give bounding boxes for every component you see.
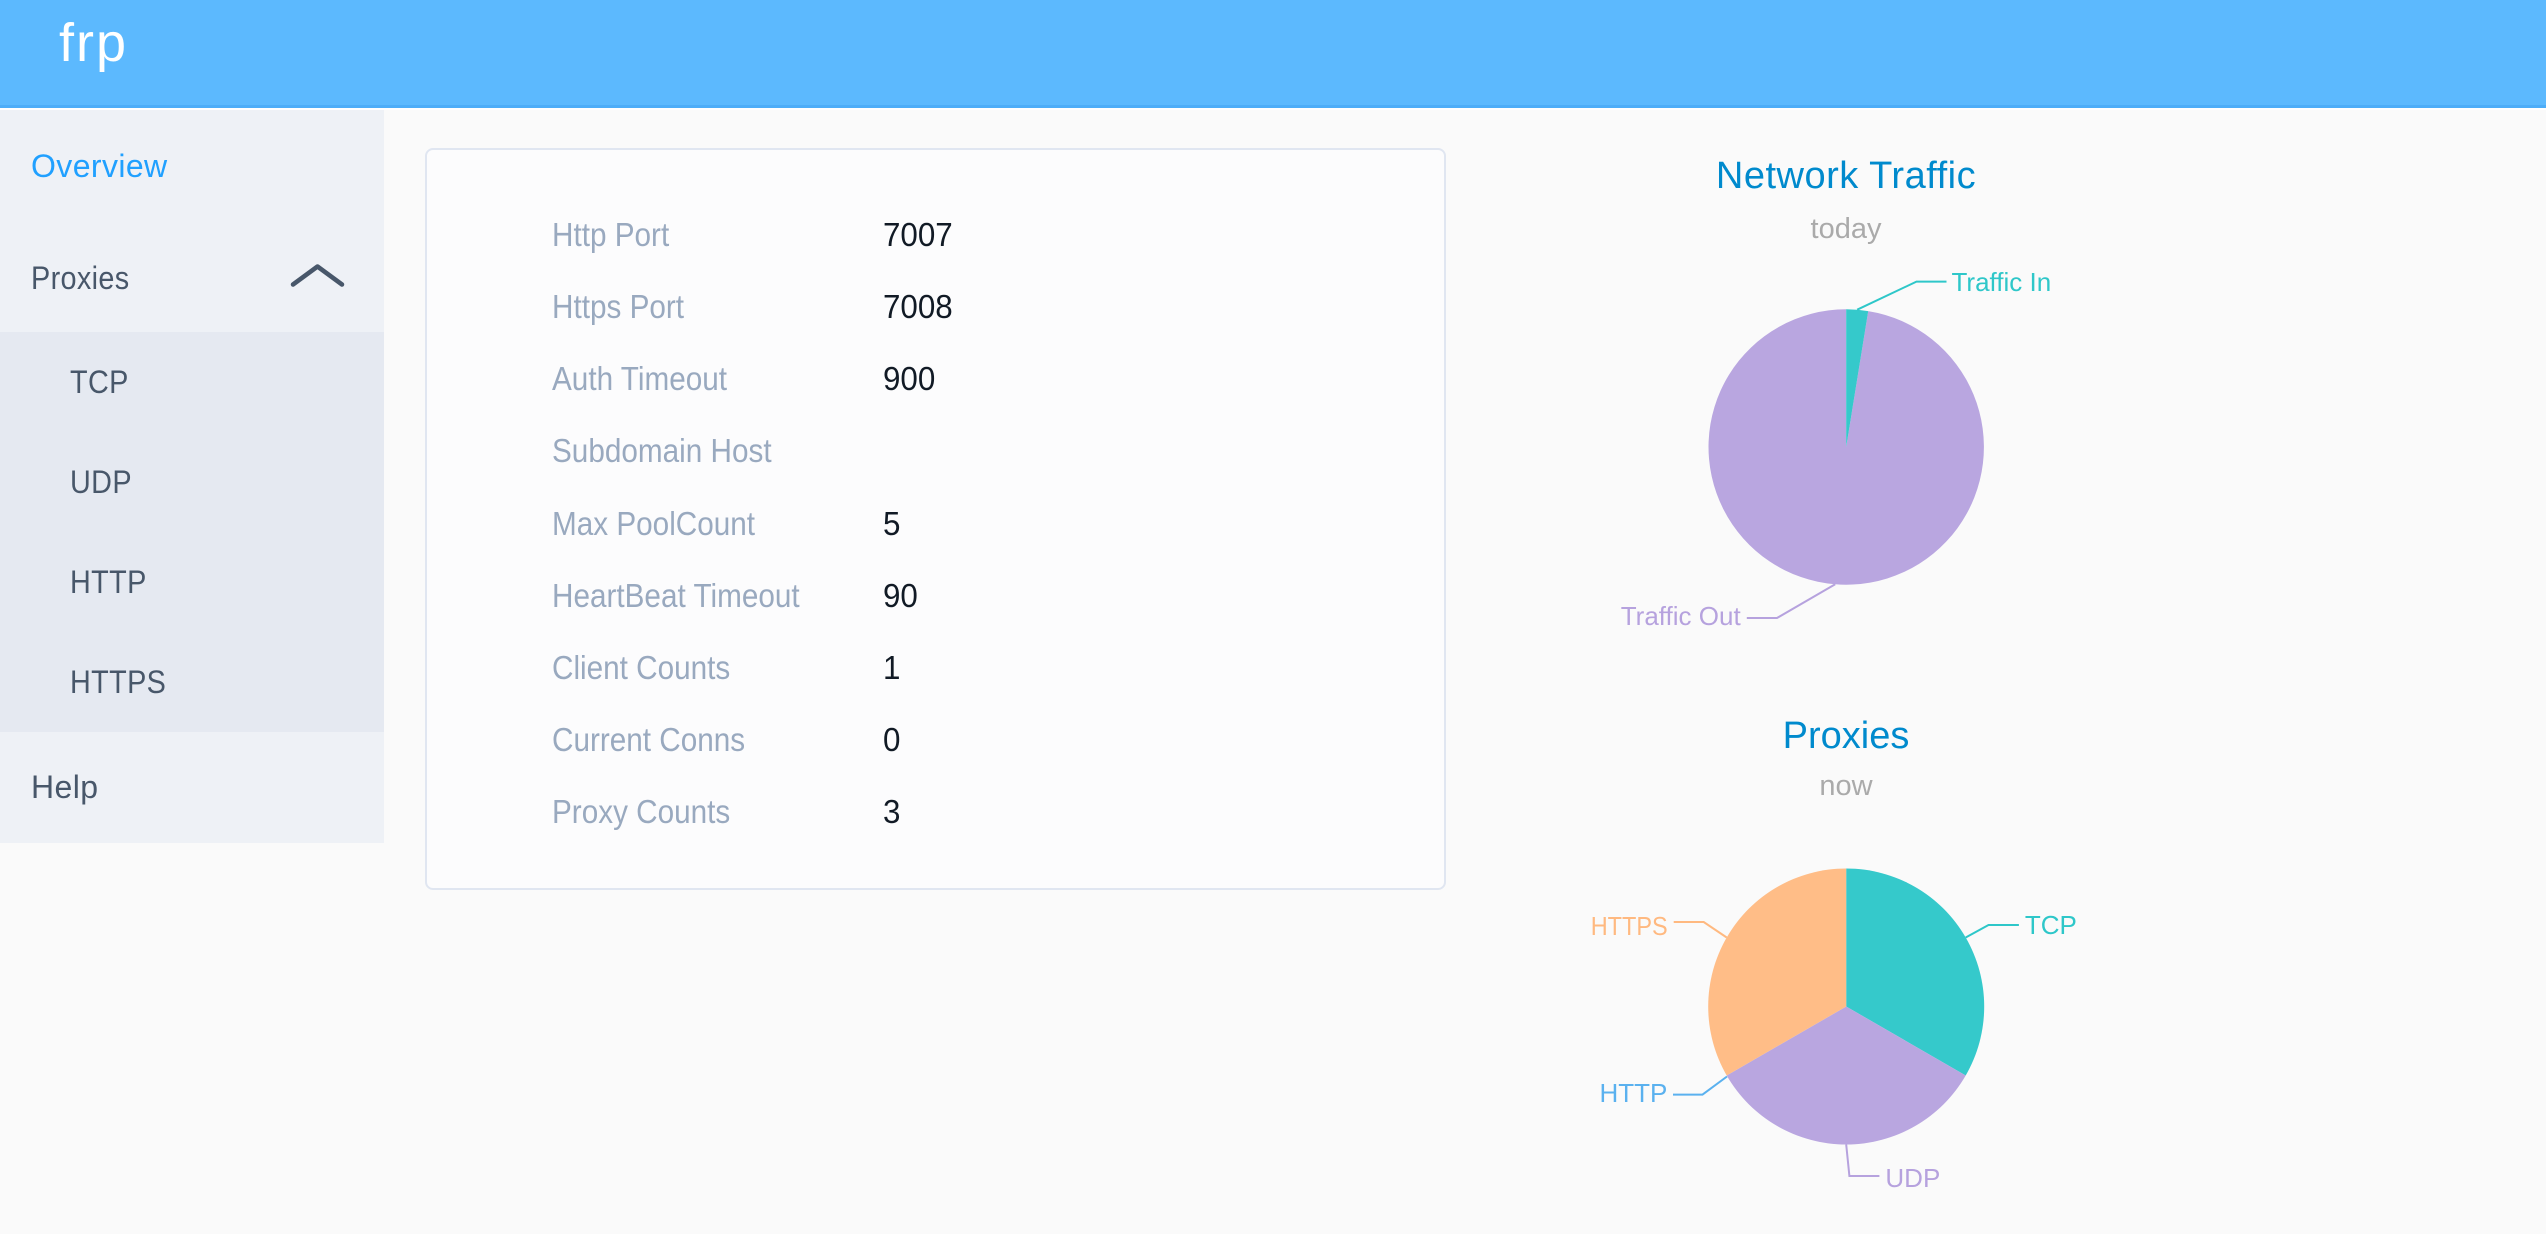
svg-text:now: now (1819, 770, 1873, 802)
svg-text:HTTP: HTTP (1600, 1078, 1668, 1108)
svg-text:Traffic In: Traffic In (1952, 267, 2052, 297)
svg-text:Traffic Out: Traffic Out (1621, 601, 1742, 631)
svg-text:Network Traffic: Network Traffic (1716, 155, 1976, 197)
svg-text:TCP: TCP (2025, 910, 2077, 940)
svg-text:Proxies: Proxies (1783, 715, 1910, 757)
svg-text:HTTPS: HTTPS (1591, 911, 1668, 941)
svg-text:UDP: UDP (1885, 1163, 1940, 1193)
svg-text:today: today (1811, 213, 1882, 245)
